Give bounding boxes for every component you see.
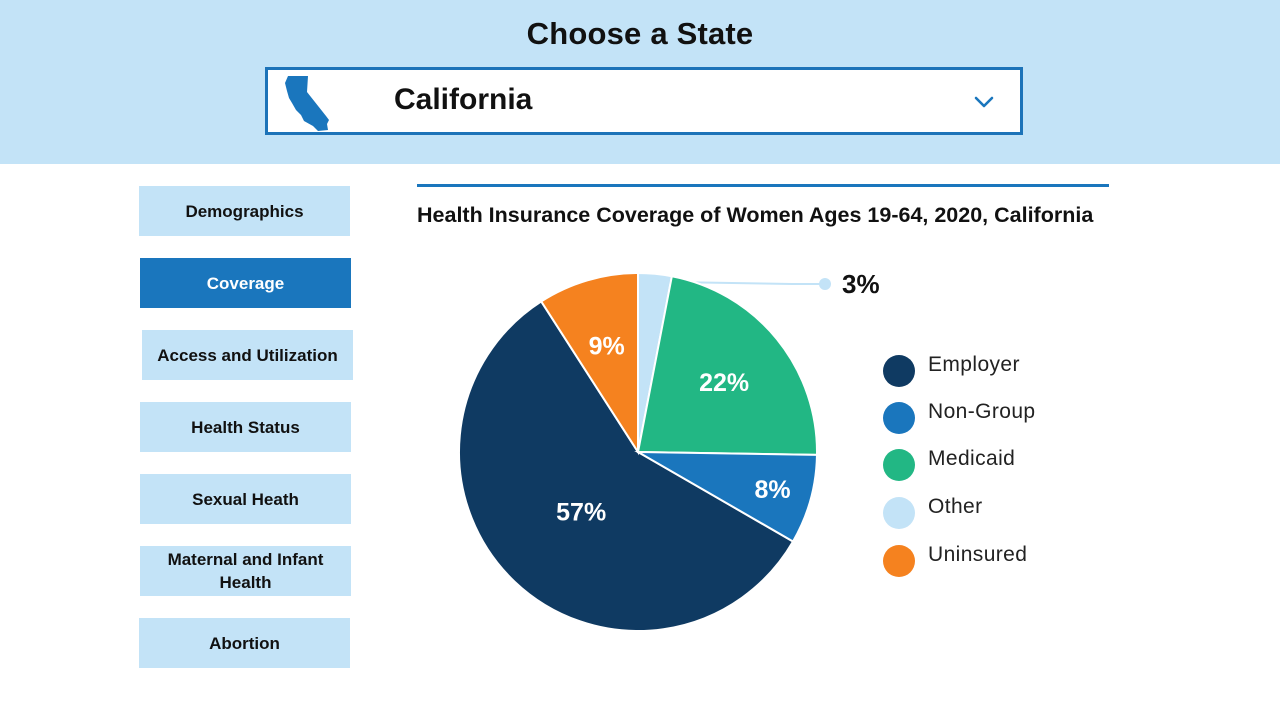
legend-swatch-uninsured xyxy=(883,545,915,577)
legend-item-uninsured: Uninsured xyxy=(883,538,1123,578)
legend-item-medicaid: Medicaid xyxy=(883,442,1123,482)
data-label-employer: 57% xyxy=(556,499,606,527)
legend-item-employer: Employer xyxy=(883,348,1123,388)
data-label-uninsured: 9% xyxy=(589,333,625,361)
legend-swatch-other xyxy=(883,497,915,529)
pie-slice-non-group xyxy=(634,450,818,543)
legend-item-other: Other xyxy=(883,490,1123,530)
nav-demographics[interactable]: Demographics xyxy=(139,186,350,236)
chart-top-rule xyxy=(417,184,1109,187)
legend-label-non-group: Non-Group xyxy=(928,400,1036,423)
chevron-down-icon xyxy=(974,96,994,108)
nav-coverage[interactable]: Coverage xyxy=(140,258,351,308)
legend-label-employer: Employer xyxy=(928,353,1020,376)
leader-line-other xyxy=(654,280,825,285)
legend-label-other: Other xyxy=(928,495,983,518)
legend-swatch-employer xyxy=(883,355,915,387)
legend-label-medicaid: Medicaid xyxy=(928,447,1016,470)
nav-maternal-and-infant-health[interactable]: Maternal and Infant Health xyxy=(140,546,351,596)
data-label-other: 3% xyxy=(842,269,880,299)
legend-label-uninsured: Uninsured xyxy=(928,543,1028,566)
state-dropdown[interactable]: California xyxy=(265,67,1023,135)
data-label-non-group: 8% xyxy=(755,476,791,504)
state-selector-header: Choose a State California xyxy=(0,0,1280,164)
pie-slice-medicaid xyxy=(636,275,818,456)
nav-health-status[interactable]: Health Status xyxy=(140,402,351,452)
data-label-medicaid: 22% xyxy=(699,369,749,397)
leader-dot-other xyxy=(819,278,831,290)
header-title: Choose a State xyxy=(526,16,754,51)
nav-abortion[interactable]: Abortion xyxy=(139,618,350,668)
pie-slice-employer xyxy=(458,300,795,632)
nav-sexual-health[interactable]: Sexual Heath xyxy=(140,474,351,524)
pie-slice-uninsured xyxy=(539,271,639,456)
selected-state-label: California xyxy=(394,83,533,116)
california-map-icon xyxy=(285,76,329,131)
legend-swatch-medicaid xyxy=(883,449,915,481)
nav-access-and-utilization[interactable]: Access and Utilization xyxy=(142,330,353,380)
legend-item-non-group: Non-Group xyxy=(883,395,1123,435)
legend-swatch-non-group xyxy=(883,402,915,434)
chart-title: Health Insurance Coverage of Women Ages … xyxy=(417,203,1094,227)
